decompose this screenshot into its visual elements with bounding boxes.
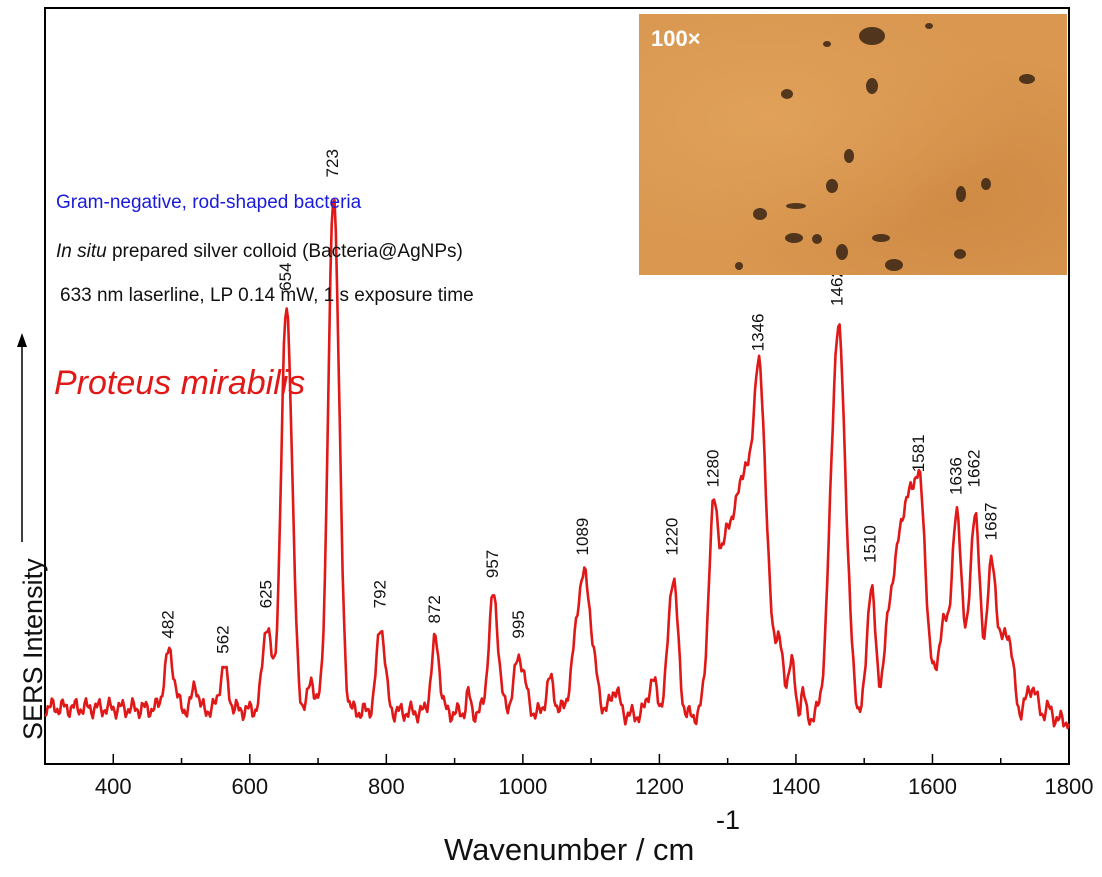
x-tick-label: 1600: [908, 774, 957, 799]
peak-label: 562: [213, 625, 232, 653]
annotation-in-situ-rest: prepared silver colloid (Bacteria@AgNPs): [106, 241, 463, 262]
peak-label: 1346: [749, 313, 768, 351]
x-tick-label: 1200: [635, 774, 684, 799]
y-axis-label: SERS Intensity: [18, 558, 48, 740]
peak-label: 792: [370, 580, 389, 608]
peak-label: 1462: [828, 268, 847, 306]
x-axis-ticks: [44, 754, 1070, 764]
x-axis-label: Wavenumber / cm: [444, 832, 695, 867]
peak-label: 1636: [947, 457, 966, 495]
plot-frame: [44, 7, 1070, 765]
peak-label: 1662: [964, 450, 983, 488]
magnification-label: 100×: [651, 26, 701, 51]
peak-label: 1089: [573, 518, 592, 556]
peak-label: 957: [483, 550, 502, 578]
x-tick-label: 400: [95, 774, 132, 799]
peak-label: 482: [159, 610, 178, 638]
x-axis-label-superscript: -1: [716, 805, 741, 835]
peak-labels: 482 562 625 654 723 792 872 957 995 1089 1220 1280 1…: [159, 149, 1001, 654]
y-axis-arrow: [17, 333, 27, 542]
x-tick-label: 600: [231, 774, 268, 799]
annotation-laser: 633 nm laserline, LP 0.14 mW, 1 s exposu…: [60, 285, 474, 306]
peak-label: 1280: [703, 450, 722, 488]
x-axis-tick-labels: 400 600 800 1000 1200 1400 1600 1800: [95, 774, 1094, 799]
peak-label: 1581: [909, 434, 928, 472]
bacteria-micrograph: [735, 23, 1035, 271]
annotation-in-situ: In situ prepared silver colloid (Bacteri…: [56, 241, 463, 263]
peak-label: 872: [425, 595, 444, 623]
spectrum-line: [44, 198, 1071, 730]
x-tick-label: 1400: [771, 774, 820, 799]
peak-label: 654: [276, 262, 295, 290]
microscope-inset-image: 100×: [639, 14, 1067, 275]
peak-label: 1510: [861, 525, 880, 563]
peak-label: 995: [509, 610, 528, 638]
peak-label: 723: [323, 149, 342, 177]
x-tick-label: 1800: [1045, 774, 1094, 799]
x-tick-label: 1000: [498, 774, 547, 799]
species-label: Proteus mirabilis: [54, 364, 306, 402]
peak-label: 1687: [981, 502, 1000, 540]
x-tick-label: 800: [368, 774, 405, 799]
peak-label: 625: [256, 580, 275, 608]
peak-label: 1220: [663, 518, 682, 556]
annotation-gram-negative: Gram-negative, rod-shaped bacteria: [56, 192, 362, 213]
annotation-in-situ-italic: In situ: [56, 241, 107, 262]
